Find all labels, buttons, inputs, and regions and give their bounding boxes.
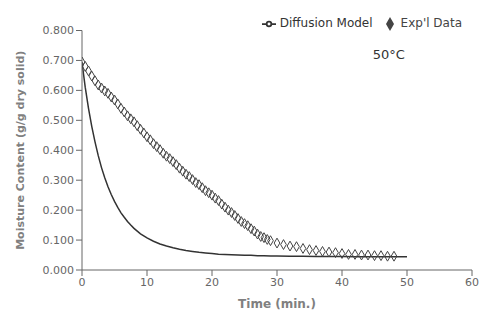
svg-text:0.000: 0.000 bbox=[43, 264, 75, 277]
svg-text:Moisture Content (g/g dry soli: Moisture Content (g/g dry solid) bbox=[14, 51, 27, 250]
svg-text:50: 50 bbox=[400, 276, 414, 289]
svg-text:0.400: 0.400 bbox=[43, 144, 75, 157]
svg-text:50°C: 50°C bbox=[373, 47, 405, 62]
svg-text:40: 40 bbox=[335, 276, 349, 289]
svg-text:20: 20 bbox=[205, 276, 219, 289]
svg-text:0.700: 0.700 bbox=[43, 54, 75, 67]
svg-text:10: 10 bbox=[140, 276, 154, 289]
svg-text:0.500: 0.500 bbox=[43, 114, 75, 127]
html-text:Diffusion Model: Diffusion Model bbox=[279, 16, 373, 30]
svg-text:0.800: 0.800 bbox=[43, 24, 75, 37]
svg-text:0.600: 0.600 bbox=[43, 84, 75, 97]
svg-text:30: 30 bbox=[270, 276, 284, 289]
svg-text:0.300: 0.300 bbox=[43, 174, 75, 187]
svg-text:0: 0 bbox=[79, 276, 86, 289]
html-text:Exp'l Data: Exp'l Data bbox=[400, 16, 462, 30]
svg-text:60: 60 bbox=[465, 276, 479, 289]
svg-text:0.100: 0.100 bbox=[43, 234, 75, 247]
svg-text:Time (min.): Time (min.) bbox=[238, 297, 316, 311]
svg-text:0.200: 0.200 bbox=[43, 204, 75, 217]
